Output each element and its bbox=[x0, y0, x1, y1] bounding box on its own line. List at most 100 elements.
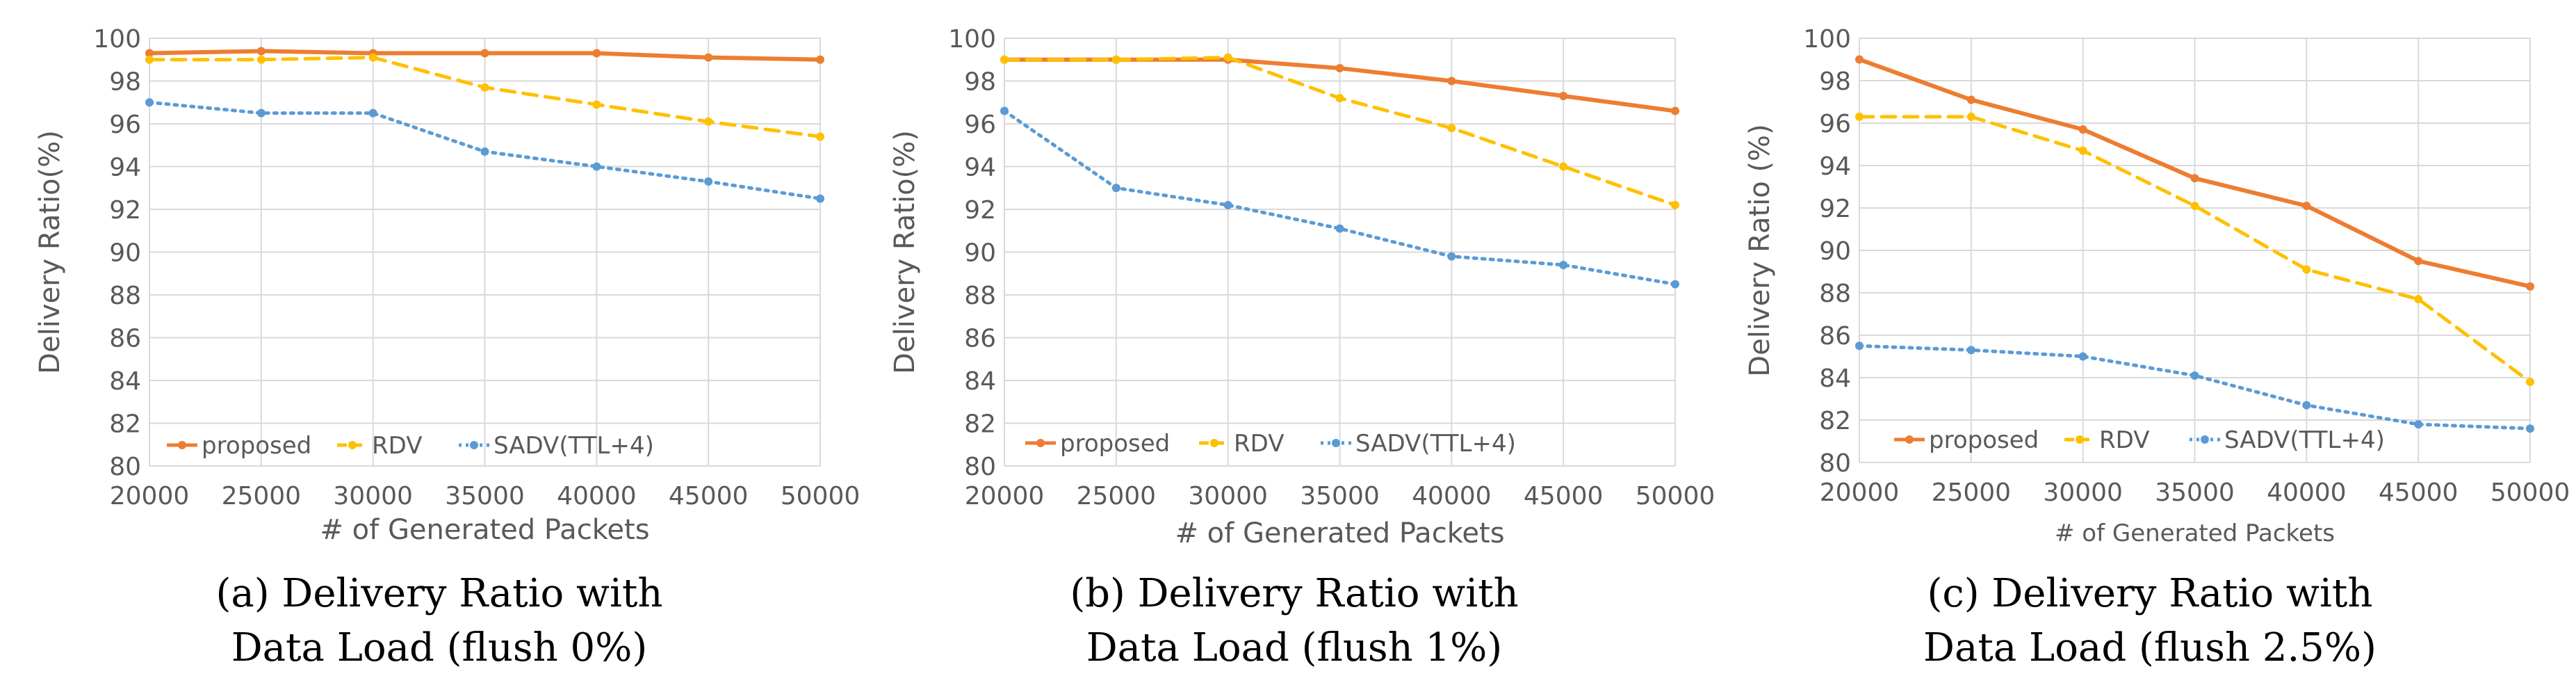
data-point bbox=[592, 100, 601, 109]
legend-marker bbox=[348, 441, 357, 449]
legend-label: SADV(TTL+4) bbox=[1355, 430, 1516, 458]
data-point bbox=[2414, 420, 2423, 429]
y-axis-label: Delivery Ratio(%) bbox=[34, 130, 66, 374]
y-tick-label: 82 bbox=[109, 410, 141, 439]
legend-marker bbox=[1332, 439, 1340, 447]
data-point bbox=[1559, 162, 1568, 171]
y-tick-label: 94 bbox=[1819, 152, 1851, 181]
y-axis-label: Delivery Ratio(%) bbox=[889, 130, 921, 374]
data-point bbox=[2190, 201, 2199, 210]
legend-label: RDV bbox=[2099, 426, 2149, 454]
data-point bbox=[1966, 112, 1975, 121]
legend-label: SADV(TTL+4) bbox=[494, 432, 654, 460]
data-point bbox=[1671, 280, 1679, 289]
data-point bbox=[145, 55, 154, 64]
data-point bbox=[816, 194, 824, 203]
y-tick-label: 86 bbox=[1819, 322, 1851, 351]
x-tick-label: 40000 bbox=[2267, 478, 2347, 507]
x-tick-label: 50000 bbox=[1636, 482, 1715, 510]
y-tick-label: 88 bbox=[109, 282, 141, 310]
data-point bbox=[1335, 224, 1344, 233]
data-point bbox=[1111, 184, 1120, 193]
data-point bbox=[2526, 424, 2534, 433]
x-tick-label: 35000 bbox=[445, 482, 525, 510]
data-point bbox=[704, 177, 713, 186]
x-tick-label: 30000 bbox=[1188, 482, 1268, 510]
data-point bbox=[2190, 371, 2199, 380]
x-tick-label: 25000 bbox=[1077, 482, 1157, 510]
data-point bbox=[816, 55, 824, 64]
x-tick-label: 50000 bbox=[2491, 478, 2570, 507]
x-tick-label: 45000 bbox=[1524, 482, 1604, 510]
data-point bbox=[2414, 295, 2423, 304]
data-point bbox=[1447, 77, 1456, 86]
y-tick-label: 80 bbox=[109, 453, 141, 481]
y-tick-label: 90 bbox=[1819, 237, 1851, 266]
legend-marker bbox=[1210, 439, 1218, 447]
x-axis-label: # of Generated Packets bbox=[2055, 520, 2335, 547]
data-point bbox=[1000, 106, 1009, 115]
x-tick-label: 20000 bbox=[110, 482, 190, 510]
y-tick-label: 86 bbox=[964, 325, 996, 353]
caption-b-line2: Data Load (flush 1%) bbox=[1086, 625, 1503, 670]
data-point bbox=[2526, 378, 2534, 387]
data-point bbox=[2078, 146, 2087, 155]
y-tick-label: 92 bbox=[109, 196, 141, 225]
y-tick-label: 92 bbox=[1819, 195, 1851, 223]
legend-marker bbox=[2076, 435, 2084, 444]
y-axis-label: Delivery Ratio (%) bbox=[1744, 124, 1776, 376]
y-tick-label: 82 bbox=[1819, 407, 1851, 435]
data-point bbox=[368, 108, 377, 118]
data-point bbox=[256, 47, 266, 56]
y-tick-label: 86 bbox=[109, 325, 141, 353]
data-point bbox=[1966, 95, 1975, 104]
x-tick-label: 45000 bbox=[669, 482, 749, 510]
y-tick-label: 96 bbox=[109, 111, 141, 139]
x-tick-label: 45000 bbox=[2379, 478, 2459, 507]
data-point bbox=[1447, 124, 1456, 133]
x-tick-label: 40000 bbox=[1412, 482, 1492, 510]
chart-b: 80 82 84 86 88 90 92 94 96 98 100 20000 25000 30000 35… bbox=[889, 25, 1715, 549]
y-tick-label: 96 bbox=[1819, 110, 1851, 138]
data-point bbox=[1855, 341, 1864, 351]
data-point bbox=[1335, 64, 1344, 73]
data-point bbox=[2302, 201, 2311, 210]
data-point bbox=[145, 49, 154, 58]
data-point bbox=[1111, 55, 1120, 64]
data-point bbox=[2190, 174, 2199, 183]
y-tick-label: 94 bbox=[109, 154, 141, 182]
y-tick-label: 88 bbox=[1819, 280, 1851, 308]
y-tick-label: 100 bbox=[1803, 25, 1851, 54]
legend-label: RDV bbox=[1234, 430, 1284, 458]
data-point bbox=[1559, 260, 1568, 269]
data-point bbox=[145, 98, 154, 107]
y-tick-label: 98 bbox=[109, 68, 141, 97]
x-axis-label: # of Generated Packets bbox=[320, 514, 649, 546]
data-point bbox=[480, 147, 489, 156]
data-point bbox=[816, 132, 824, 141]
x-tick-label: 50000 bbox=[781, 482, 861, 510]
legend-label: proposed bbox=[202, 432, 311, 460]
x-tick-label: 20000 bbox=[1820, 478, 1900, 507]
data-point bbox=[2414, 257, 2423, 266]
caption-b-line1: (b) Delivery Ratio with bbox=[1070, 571, 1519, 616]
data-point bbox=[592, 162, 601, 171]
data-point bbox=[256, 55, 266, 64]
chart-a: 80 82 84 86 88 90 92 94 96 98 100 20000 25000 30000 35… bbox=[34, 25, 860, 546]
data-point bbox=[1447, 252, 1456, 261]
data-point bbox=[256, 108, 266, 118]
data-point bbox=[1966, 346, 1975, 355]
legend-marker bbox=[2201, 435, 2209, 444]
data-point bbox=[704, 117, 713, 126]
y-tick-label: 84 bbox=[964, 367, 996, 396]
data-point bbox=[1335, 94, 1344, 103]
data-point bbox=[2526, 282, 2534, 291]
data-point bbox=[2078, 125, 2087, 134]
chart-c: 80 82 84 86 88 90 92 94 96 98 100 20000 25000 30000 35… bbox=[1744, 25, 2570, 547]
legend-marker bbox=[470, 441, 478, 449]
y-tick-label: 98 bbox=[964, 68, 996, 97]
data-point bbox=[480, 49, 489, 58]
x-tick-label: 25000 bbox=[222, 482, 302, 510]
y-tick-label: 80 bbox=[1819, 449, 1851, 478]
data-point bbox=[1000, 55, 1009, 64]
